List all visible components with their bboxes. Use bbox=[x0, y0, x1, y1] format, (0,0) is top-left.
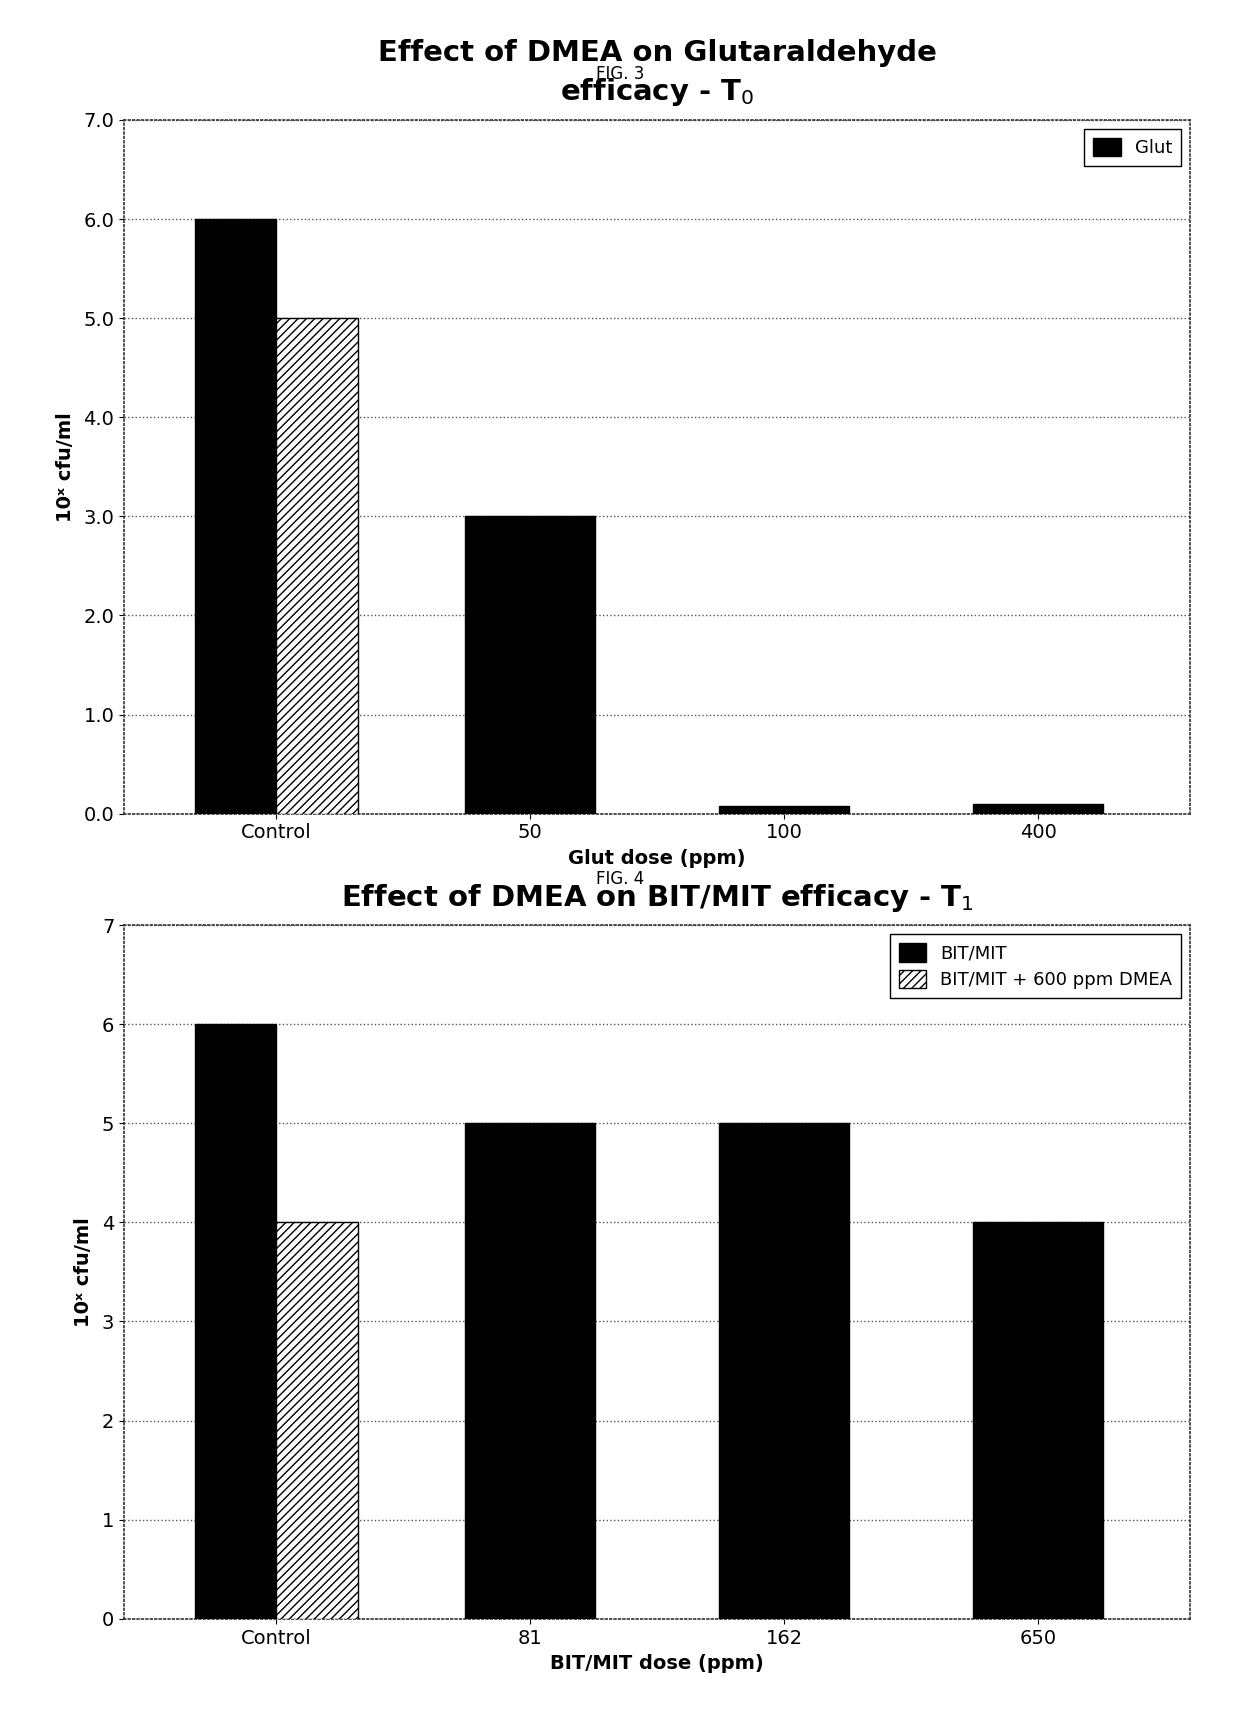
X-axis label: Glut dose (ppm): Glut dose (ppm) bbox=[568, 850, 746, 868]
Legend: Glut: Glut bbox=[1085, 128, 1182, 166]
Bar bbox=[277, 319, 357, 814]
X-axis label: BIT/MIT dose (ppm): BIT/MIT dose (ppm) bbox=[551, 1655, 764, 1674]
Bar bbox=[277, 1223, 357, 1619]
Title: Effect of DMEA on BIT/MIT efficacy - T$_{1}$: Effect of DMEA on BIT/MIT efficacy - T$_… bbox=[341, 882, 973, 913]
Text: FIG. 3: FIG. 3 bbox=[595, 65, 645, 82]
Text: FIG. 4: FIG. 4 bbox=[596, 870, 644, 887]
Y-axis label: 10ˣ cfu/ml: 10ˣ cfu/ml bbox=[56, 411, 74, 522]
Y-axis label: 10ˣ cfu/ml: 10ˣ cfu/ml bbox=[74, 1216, 93, 1328]
Bar bbox=[465, 1124, 595, 1619]
Bar bbox=[973, 1223, 1104, 1619]
Bar bbox=[719, 805, 849, 814]
Title: Effect of DMEA on Glutaraldehyde
efficacy - T$_{0}$: Effect of DMEA on Glutaraldehyde efficac… bbox=[378, 39, 936, 108]
Bar bbox=[195, 1024, 277, 1619]
Bar bbox=[973, 803, 1104, 814]
Bar bbox=[465, 516, 595, 814]
Bar bbox=[719, 1124, 849, 1619]
Legend: BIT/MIT, BIT/MIT + 600 ppm DMEA: BIT/MIT, BIT/MIT + 600 ppm DMEA bbox=[890, 934, 1182, 999]
Bar bbox=[195, 219, 277, 814]
